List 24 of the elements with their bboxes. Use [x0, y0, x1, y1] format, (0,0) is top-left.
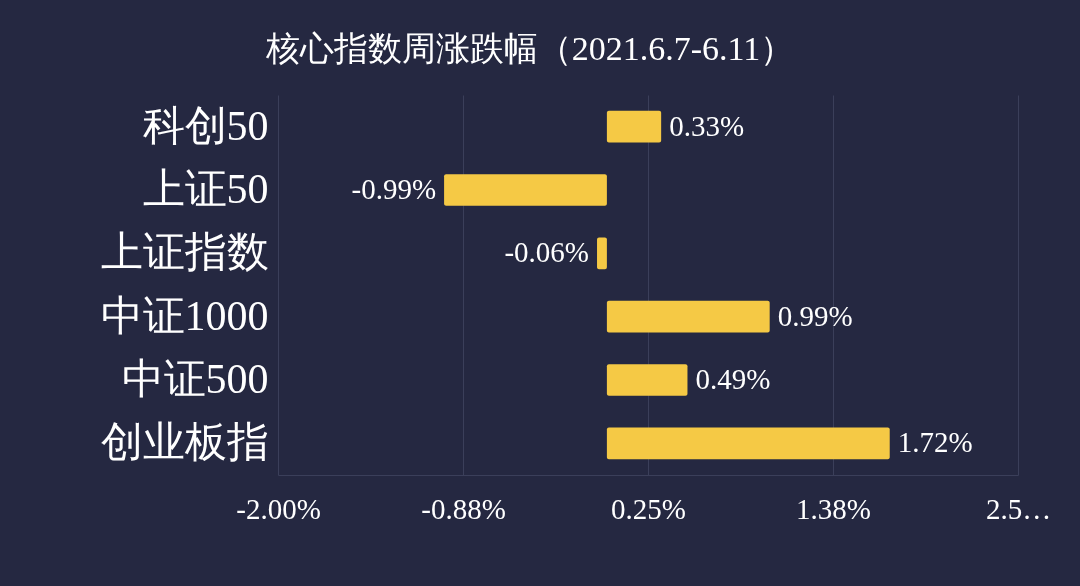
data-label: 0.33%	[669, 109, 745, 142]
data-label: 1.72%	[897, 426, 973, 459]
y-tick-label: 中证1000	[100, 292, 269, 339]
x-tick-label: 0.25%	[611, 492, 686, 525]
data-label: 0.99%	[777, 299, 853, 332]
data-label: -0.06%	[504, 236, 590, 269]
y-tick-label: 科创50	[142, 102, 269, 149]
data-label: -0.99%	[351, 173, 437, 205]
bar	[606, 364, 688, 396]
bar	[606, 300, 770, 333]
y-tick-label: 上证指数	[100, 229, 269, 276]
data-label: 0.49%	[695, 363, 771, 395]
chart-title: 核心指数周涨跌幅（2021.6.7-6.11）	[264, 30, 795, 67]
y-tick-label: 创业板指	[100, 419, 269, 466]
y-tick-label: 中证500	[121, 356, 269, 402]
bar	[606, 427, 890, 460]
y-tick-label: 上证50	[142, 166, 269, 212]
x-tick-label: 1.38%	[796, 492, 871, 525]
bar	[606, 110, 662, 143]
bar	[597, 237, 607, 270]
bar	[444, 174, 607, 206]
x-tick-label: 2.5…	[985, 492, 1052, 525]
x-tick-label: -2.00%	[236, 492, 321, 525]
x-tick-label: -0.88%	[421, 492, 506, 525]
